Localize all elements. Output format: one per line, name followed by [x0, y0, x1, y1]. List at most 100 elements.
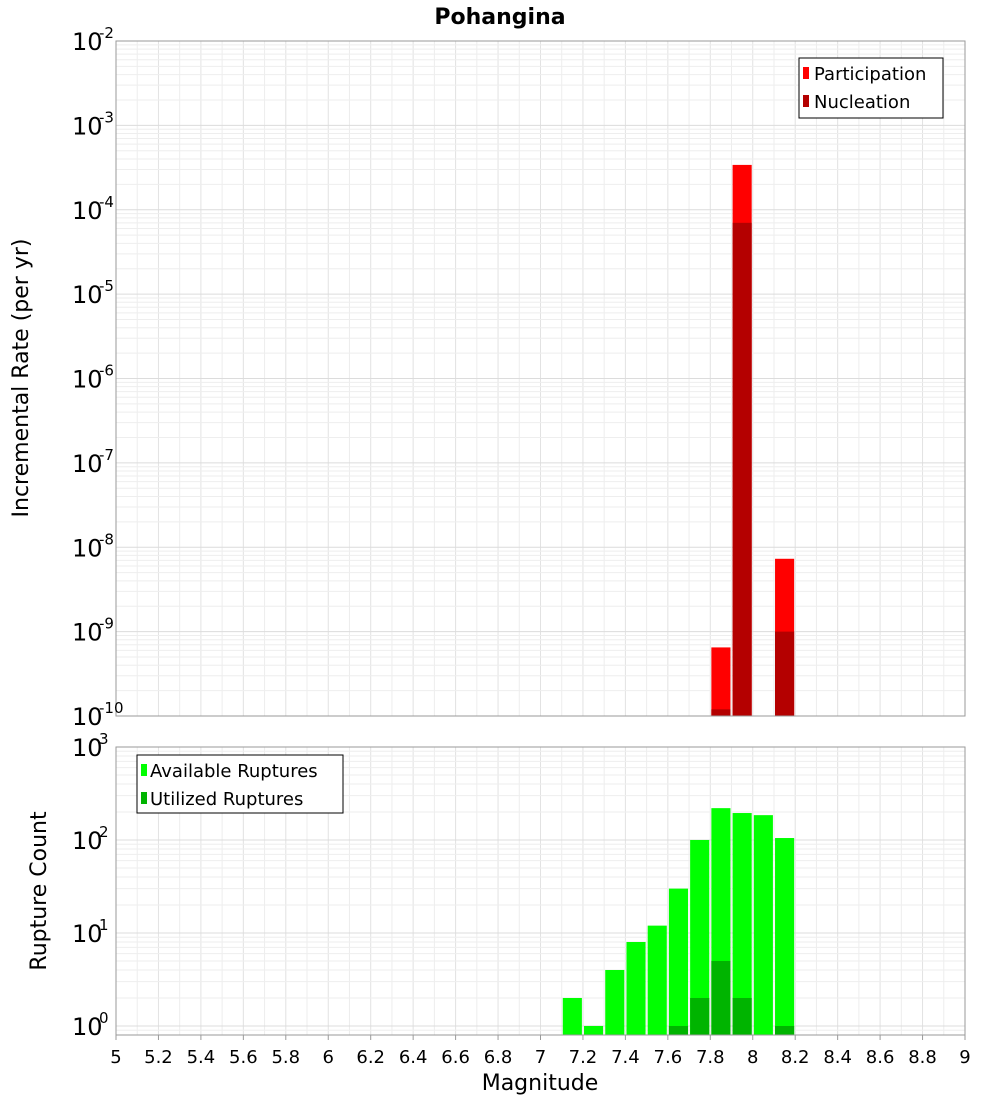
top-y-tick-exponent: -10: [99, 699, 124, 717]
top-y-tick: 10-8: [72, 530, 114, 562]
bottom-y-tick-exponent: 2: [99, 823, 109, 841]
x-tick-label: 7.4: [611, 1047, 640, 1068]
top-plot-frame: [115, 40, 966, 717]
x-tick-label: 6.6: [441, 1047, 470, 1068]
top-legend-box: [798, 57, 944, 119]
top-y-tick: 10-2: [72, 24, 114, 56]
legend-label-available: Available Ruptures: [150, 761, 318, 782]
top-y-tick-exponent: -4: [99, 193, 114, 211]
top-bars: [711, 164, 795, 716]
bottom-y-tick: 100: [72, 1009, 109, 1041]
x-tick-label: 8.8: [908, 1047, 937, 1068]
top-y-tick-base: 10: [72, 619, 103, 647]
bottom-y-tick-base: 10: [72, 827, 103, 855]
bottom-bar-utilized-ruptures: [668, 1025, 689, 1035]
bottom-bar-available-ruptures: [753, 815, 773, 1035]
x-tick-label: 6.8: [484, 1047, 513, 1068]
x-tick-label: 5: [110, 1047, 121, 1068]
top-y-tick: 10-10: [72, 699, 124, 731]
x-tick-label: 9: [959, 1047, 970, 1068]
bottom-y-tick-base: 10: [72, 920, 103, 948]
top-y-tick-base: 10: [72, 703, 103, 731]
top-bar-nucleation: [775, 631, 795, 716]
x-tick-label: 7: [535, 1047, 546, 1068]
top-y-tick: 10-4: [72, 193, 114, 225]
top-bar-nucleation: [732, 222, 752, 716]
top-y-tick: 10-7: [72, 446, 114, 478]
legend-swatch-participation: [803, 67, 809, 79]
bottom-bar-available-ruptures: [562, 997, 582, 1035]
bottom-bar-utilized-ruptures: [732, 997, 752, 1035]
bottom-y-tick-exponent: 1: [99, 916, 109, 934]
legend-label-utilized: Utilized Ruptures: [150, 789, 303, 810]
bottom-y-axis-label: Rupture Count: [27, 811, 52, 971]
legend-swatch-utilized: [141, 792, 147, 804]
bottom-bar-available-ruptures: [584, 1025, 604, 1035]
top-y-tick-base: 10: [72, 366, 103, 394]
top-y-axis-label: Incremental Rate (per yr): [9, 239, 34, 518]
x-tick-label: 6: [323, 1047, 334, 1068]
bottom-bar-available-ruptures: [775, 838, 795, 1035]
bottom-bar-available-ruptures: [732, 813, 752, 1035]
top-y-tick-exponent: -8: [99, 530, 114, 548]
x-tick-label: 7.6: [654, 1047, 683, 1068]
top-y-tick-base: 10: [72, 197, 103, 225]
x-tick-label: 8.4: [823, 1047, 852, 1068]
x-tick-label: 5.2: [144, 1047, 173, 1068]
top-y-tick-exponent: -6: [99, 362, 114, 380]
legend-label-participation: Participation: [814, 64, 926, 85]
legend-label-nucleation: Nucleation: [814, 92, 910, 113]
top-legend: Participation Nucleation: [798, 57, 944, 119]
bottom-y-tick: 103: [72, 730, 109, 762]
top-y-tick: 10-3: [72, 108, 114, 140]
x-tick-label: 8: [747, 1047, 758, 1068]
legend-swatch-nucleation: [803, 95, 809, 107]
bottom-bar-utilized-ruptures: [711, 960, 731, 1035]
bottom-bar-utilized-ruptures: [775, 1025, 795, 1035]
top-bar-nucleation: [711, 709, 731, 716]
top-y-tick-base: 10: [72, 534, 103, 562]
top-y-tick-exponent: -7: [99, 446, 114, 464]
bottom-bars: [562, 808, 795, 1035]
legend-swatch-available: [141, 764, 147, 776]
top-y-tick: 10-5: [72, 277, 114, 309]
top-y-tick: 10-9: [72, 615, 114, 647]
bottom-y-tick-exponent: 3: [99, 730, 109, 748]
top-y-tick-base: 10: [72, 281, 103, 309]
top-y-tick: 10-6: [72, 362, 114, 394]
bottom-legend: Available Ruptures Utilized Ruptures: [136, 754, 344, 814]
x-axis-label: Magnitude: [482, 1071, 599, 1096]
bottom-y-tick-base: 10: [72, 1013, 103, 1041]
x-ticks: 5 5.2 5.4 5.6 5.8 6 6.2 6.4 6.6 6.8 7 7.2 7.4 7.6 7.8 8…: [110, 1035, 971, 1068]
bottom-y-tick: 101: [72, 916, 109, 948]
top-y-tick-base: 10: [72, 112, 103, 140]
chart-title: Pohangina: [434, 5, 565, 30]
x-tick-label: 6.4: [399, 1047, 428, 1068]
bottom-grid: [116, 747, 965, 1035]
x-tick-label: 7.8: [696, 1047, 725, 1068]
top-y-tick-exponent: -3: [99, 108, 114, 126]
top-y-tick-exponent: -5: [99, 277, 114, 295]
bottom-bar-available-ruptures: [690, 839, 710, 1035]
bottom-bar-available-ruptures: [626, 942, 646, 1035]
x-tick-label: 7.2: [569, 1047, 598, 1068]
bottom-bar-available-ruptures: [605, 969, 625, 1035]
bottom-legend-box: [136, 754, 344, 814]
top-grid: [116, 41, 965, 716]
bottom-y-tick-base: 10: [72, 734, 103, 762]
top-y-tick-base: 10: [72, 28, 103, 56]
x-tick-label: 8.2: [781, 1047, 810, 1068]
x-tick-label: 8.6: [866, 1047, 895, 1068]
top-y-tick-base: 10: [72, 450, 103, 478]
x-tick-label: 5.8: [271, 1047, 300, 1068]
top-bar-participation: [711, 647, 731, 716]
bottom-y-tick-exponent: 0: [99, 1009, 109, 1027]
x-tick-label: 5.6: [229, 1047, 258, 1068]
top-y-tick-exponent: -9: [99, 615, 114, 633]
